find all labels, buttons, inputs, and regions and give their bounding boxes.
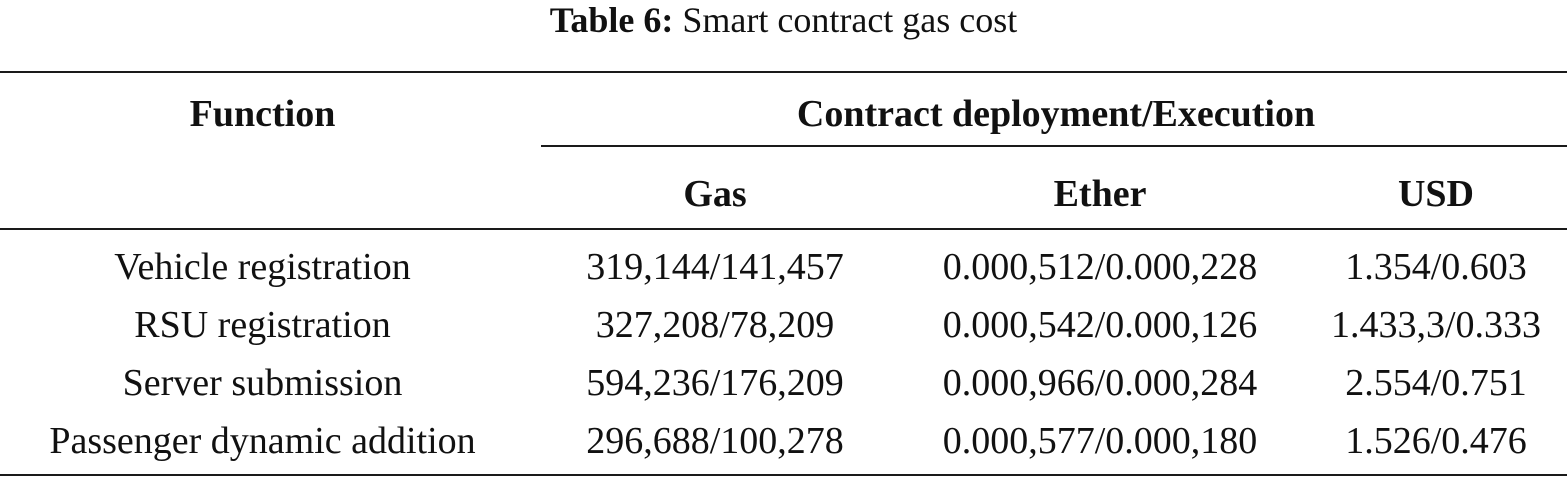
cell-usd: 1.354/0.603 <box>1345 246 1527 288</box>
header-group: Contract deployment/Execution <box>796 93 1316 135</box>
cell-function: RSU registration <box>134 304 391 346</box>
header-rule <box>0 228 1567 230</box>
header-ether: Ether <box>1053 173 1147 215</box>
cell-gas: 327,208/78,209 <box>595 304 835 346</box>
group-rule <box>541 145 1567 147</box>
cell-gas: 296,688/100,278 <box>586 420 844 462</box>
cell-usd: 2.554/0.751 <box>1345 362 1527 404</box>
cell-usd: 1.526/0.476 <box>1345 420 1527 462</box>
top-rule <box>0 71 1567 73</box>
cell-ether: 0.000,577/0.000,180 <box>942 420 1258 462</box>
table-title: Smart contract gas cost <box>682 0 1018 40</box>
cell-ether: 0.000,512/0.000,228 <box>942 246 1258 288</box>
cell-function: Passenger dynamic addition <box>49 420 476 462</box>
cell-gas: 319,144/141,457 <box>586 246 844 288</box>
cell-usd: 1.433,3/0.333 <box>1330 304 1542 346</box>
bottom-rule <box>0 474 1567 476</box>
cell-gas: 594,236/176,209 <box>586 362 844 404</box>
header-usd: USD <box>1397 173 1475 215</box>
header-gas: Gas <box>683 173 747 215</box>
cell-ether: 0.000,542/0.000,126 <box>942 304 1258 346</box>
header-function: Function <box>189 93 336 135</box>
cell-ether: 0.000,966/0.000,284 <box>942 362 1258 404</box>
cell-function: Vehicle registration <box>114 246 411 288</box>
cell-function: Server submission <box>122 362 403 404</box>
table-number: Table 6: <box>549 0 674 40</box>
table-caption: Table 6: Smart contract gas cost <box>0 0 1567 40</box>
